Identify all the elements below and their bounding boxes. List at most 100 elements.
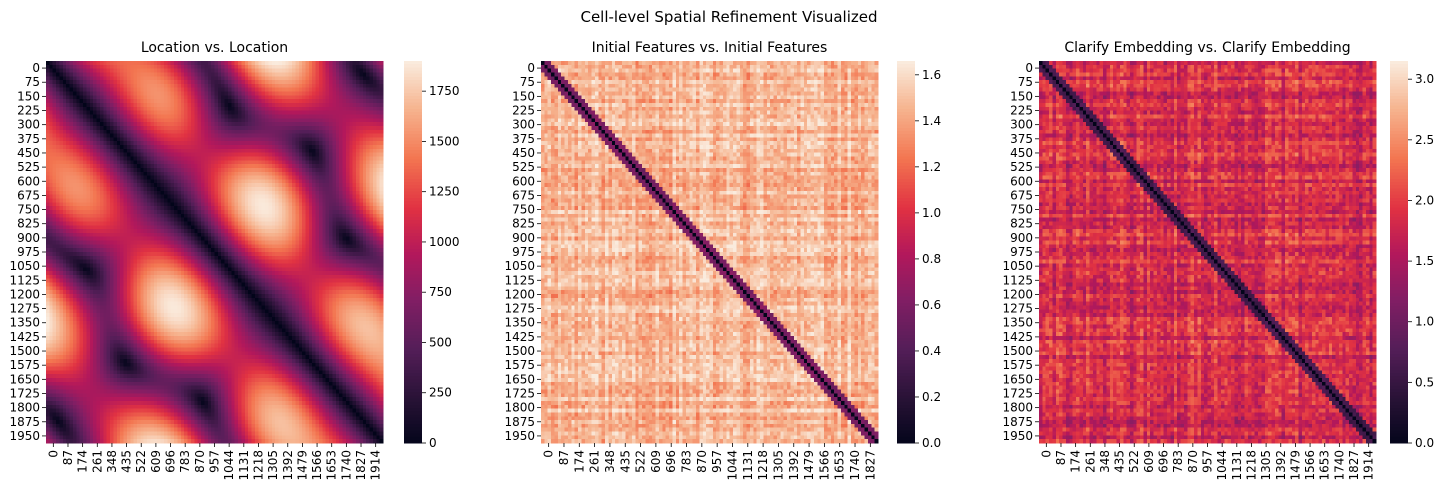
heatmap-cell [235,141,239,145]
heatmap-cell [188,160,192,164]
heatmap-cell [137,84,141,88]
heatmap-cell [248,134,252,138]
heatmap-cell [255,141,259,145]
heatmap-cell [292,99,296,103]
heatmap-cell [238,134,242,138]
heatmap-cell [380,176,384,180]
heatmap-cell [248,72,252,76]
heatmap-cell [245,80,249,84]
heatmap-cell [63,80,67,84]
heatmap-cell [309,195,313,199]
heatmap-cell [113,153,117,157]
heatmap-cell [221,122,225,126]
heatmap-cell [346,103,350,107]
heatmap-cell [339,172,343,176]
heatmap-cell [326,111,330,115]
heatmap-cell [332,84,336,88]
heatmap-cell [181,88,185,92]
heatmap-cell [309,95,313,99]
heatmap-cell [376,84,380,88]
heatmap-cell [316,145,320,149]
heatmap-cell [265,92,269,96]
heatmap-cell [174,134,178,138]
heatmap-cell [204,134,208,138]
heatmap-cell [262,199,266,203]
heatmap-cell [113,160,117,164]
heatmap-cell [316,114,320,118]
heatmap-cell [218,107,222,111]
heatmap-cell [258,99,262,103]
heatmap-cell [59,149,63,153]
heatmap-cell [248,84,252,88]
heatmap-cell [184,153,188,157]
heatmap-cell [235,157,239,161]
heatmap-cell [279,103,283,107]
heatmap-cell [218,103,222,107]
heatmap-cell [127,69,131,73]
heatmap-cell [107,157,111,161]
heatmap-cell [144,111,148,115]
heatmap-cell [245,130,249,134]
heatmap-cell [275,88,279,92]
heatmap-cell [107,172,111,176]
heatmap-cell [268,134,272,138]
heatmap-cell [191,137,195,141]
heatmap-cell [312,99,316,103]
heatmap-cell [188,202,192,206]
heatmap-cell [198,126,202,130]
heatmap-cell [134,179,138,183]
heatmap-cell [154,69,158,73]
heatmap-cell [181,99,185,103]
heatmap-cell [258,168,262,172]
heatmap-cell [204,111,208,115]
heatmap-cell [272,99,276,103]
heatmap-cell [174,111,178,115]
heatmap-cell [329,84,333,88]
heatmap-cell [248,179,252,183]
heatmap-cell [299,80,303,84]
heatmap-cell [316,141,320,145]
heatmap-cell [174,72,178,76]
heatmap-cell [241,191,245,195]
heatmap-cell [238,88,242,92]
heatmap-cell [184,160,188,164]
heatmap-cell [299,141,303,145]
heatmap-cell [117,72,121,76]
heatmap-cell [248,107,252,111]
heatmap-cell [299,137,303,141]
heatmap-cell [93,72,97,76]
heatmap-cell [248,168,252,172]
heatmap-cell [188,111,192,115]
heatmap-cell [184,145,188,149]
heatmap-cell [127,107,131,111]
heatmap-cell [124,84,128,88]
heatmap-cell [181,107,185,111]
heatmap-cell [353,118,357,122]
heatmap-cell [56,202,60,206]
heatmap-cell [83,199,87,203]
heatmap-cell [93,130,97,134]
heatmap-cell [285,80,289,84]
heatmap-cell [66,172,70,176]
heatmap-cell [191,92,195,96]
heatmap-cell [63,202,67,206]
heatmap-cell [289,114,293,118]
heatmap-cell [218,153,222,157]
heatmap-cell [332,137,336,141]
heatmap-cell [353,149,357,153]
heatmap-cell [49,107,53,111]
heatmap-cell [49,176,53,180]
heatmap-cell [380,191,384,195]
heatmap-cell [140,172,144,176]
heatmap-cell [305,92,309,96]
heatmap-cell [326,187,330,191]
heatmap-cell [140,130,144,134]
heatmap-cell [113,157,117,161]
heatmap-cell [359,114,363,118]
heatmap-cell [86,145,90,149]
heatmap-cell [329,179,333,183]
heatmap-cell [299,187,303,191]
heatmap-cell [161,191,165,195]
heatmap-cell [174,69,178,73]
heatmap-cell [204,202,208,206]
